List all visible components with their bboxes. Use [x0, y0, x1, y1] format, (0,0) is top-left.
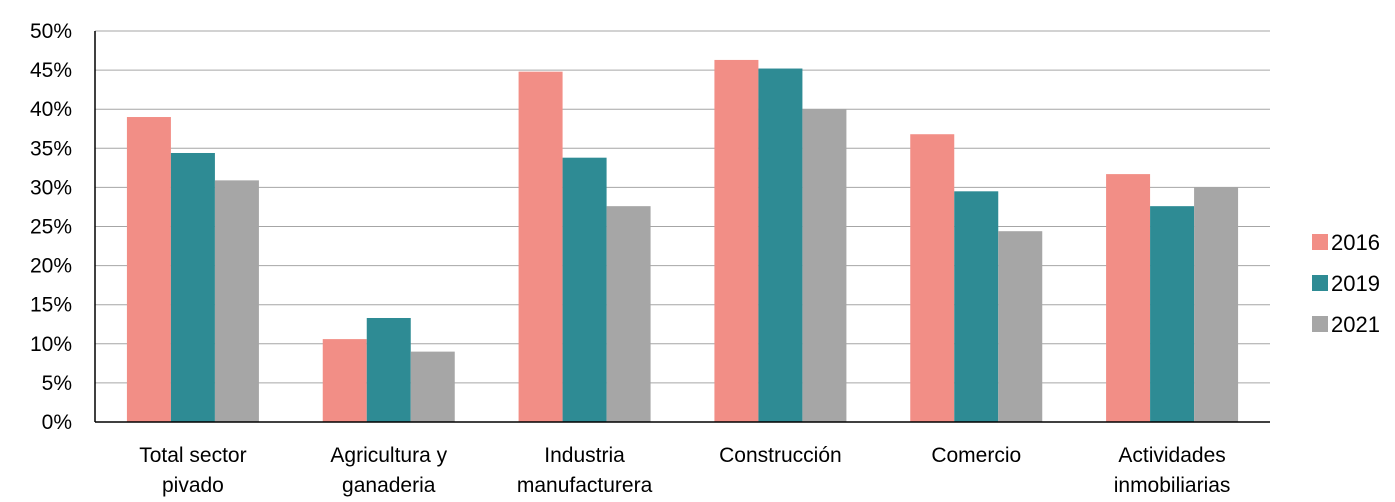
x-tick-label: Total sector pivado — [139, 444, 246, 497]
bar-2021-4 — [998, 231, 1043, 422]
x-tick-label: Actividades inmobiliarias — [1114, 444, 1231, 497]
bar-2016-5 — [1106, 174, 1151, 422]
y-axis-labels: 0% 5% 10% 15% 20% 25% 30% 35% 40% 45% 50% — [30, 20, 72, 434]
x-axis-labels: Total sector pivado Agricultura y ganaderia… — [139, 444, 1230, 497]
y-tick-label: 25% — [30, 216, 72, 239]
bar-2019-5 — [1150, 206, 1195, 422]
legend-label-2019: 2019 — [1331, 271, 1380, 296]
legend-label-2021: 2021 — [1331, 312, 1380, 337]
bar-2019-3 — [758, 68, 803, 422]
bar-2016-4 — [910, 134, 955, 422]
y-tick-label: 50% — [30, 20, 72, 43]
bar-2021-5 — [1194, 187, 1239, 422]
bar-2016-3 — [714, 59, 759, 423]
y-tick-label: 10% — [30, 333, 72, 356]
legend-swatch-2021 — [1312, 316, 1328, 332]
legend-label-2016: 2016 — [1331, 230, 1380, 255]
y-tick-label: 20% — [30, 255, 72, 278]
legend-swatch-2019 — [1312, 275, 1328, 291]
y-tick-label: 0% — [42, 411, 72, 434]
x-tick-label: Agricultura y ganaderia — [330, 444, 447, 497]
bar-2019-0 — [170, 152, 215, 422]
legend: 2016 2019 2021 — [1312, 230, 1380, 337]
y-tick-label: 35% — [30, 137, 72, 160]
x-tick-label: Industria manufacturera — [517, 444, 653, 497]
bar-2016-0 — [126, 117, 171, 423]
bar-2016-1 — [322, 339, 367, 422]
axes — [94, 31, 1270, 423]
x-tick-label: Construcción — [719, 444, 842, 467]
y-tick-label: 30% — [30, 176, 72, 199]
legend-swatch-2016 — [1312, 234, 1328, 250]
gridlines — [95, 30, 1270, 384]
bar-2021-1 — [410, 351, 455, 422]
bar-2019-4 — [954, 191, 999, 422]
bar-2016-2 — [518, 71, 563, 422]
y-tick-label: 5% — [42, 372, 72, 395]
bar-2021-0 — [214, 180, 259, 422]
bar-2021-3 — [802, 109, 847, 422]
bars — [126, 59, 1239, 423]
y-tick-label: 40% — [30, 98, 72, 121]
bar-2019-1 — [366, 317, 411, 422]
y-tick-label: 15% — [30, 294, 72, 317]
x-tick-label: Comercio — [931, 444, 1021, 467]
y-tick-label: 45% — [30, 59, 72, 82]
bar-2019-2 — [562, 157, 607, 422]
bar-2021-2 — [606, 206, 651, 422]
